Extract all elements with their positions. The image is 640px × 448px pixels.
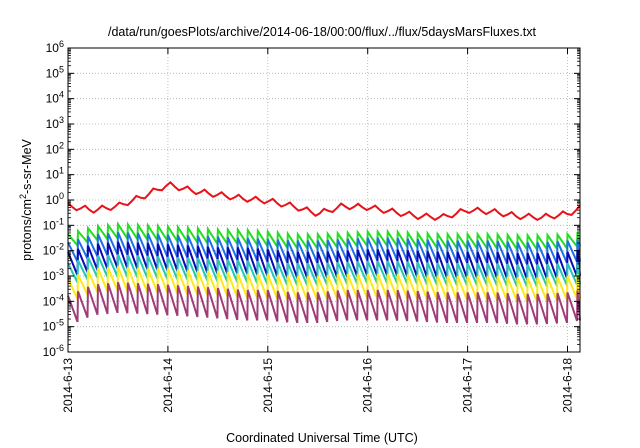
grid [68,48,580,352]
y-tick-label: 10-4 [43,292,64,308]
flux-series-line [67,282,581,325]
x-tick-label: 2014-6-15 [261,358,275,413]
x-tick-label: 2014-6-14 [161,358,175,413]
x-axis-label: Coordinated Universal Time (UTC) [226,431,418,445]
y-tick-label: 100 [46,191,64,207]
flux-series-line [67,220,581,253]
y-tick-label: 104 [46,90,64,106]
y-tick-label: 102 [46,140,64,156]
y-tick-label: 106 [46,39,64,55]
x-tick-label: 2014-6-13 [61,358,75,413]
y-tick-label: 105 [46,64,64,80]
y-tick-label: 10-6 [43,343,64,359]
x-tick-label: 2014-6-17 [461,358,475,413]
chart-title: /data/run/goesPlots/archive/2014-06-18/0… [108,25,537,39]
x-tick-label: 2014-6-18 [561,358,575,413]
y-axis-label-prefix: protons/cm [20,199,34,261]
x-tick-label: 2014-6-16 [361,358,375,413]
y-tick-label: 10-5 [43,318,64,334]
y-tick-label: 103 [46,115,64,131]
y-axis-label: protons/cm2-s-sr-MeV [18,138,34,260]
y-axis: 10-6 10-5 10-4 10-3 10-2 10-1 100 101 102 103 104 1… [43,39,580,359]
x-axis: 2014-6-13 2014-6-14 2014-6-15 2014-6-16 2014… [61,48,575,413]
flux-series-line [67,180,581,222]
y-tick-label: 101 [46,166,64,182]
y-tick-label: 10-2 [43,242,64,258]
series-lines [67,180,581,325]
y-tick-label: 10-1 [43,216,64,232]
y-axis-label-suffix: -s-sr-MeV [20,138,34,194]
y-tick-label: 10-3 [43,267,64,283]
y-axis-label-sup: 2 [18,194,28,199]
